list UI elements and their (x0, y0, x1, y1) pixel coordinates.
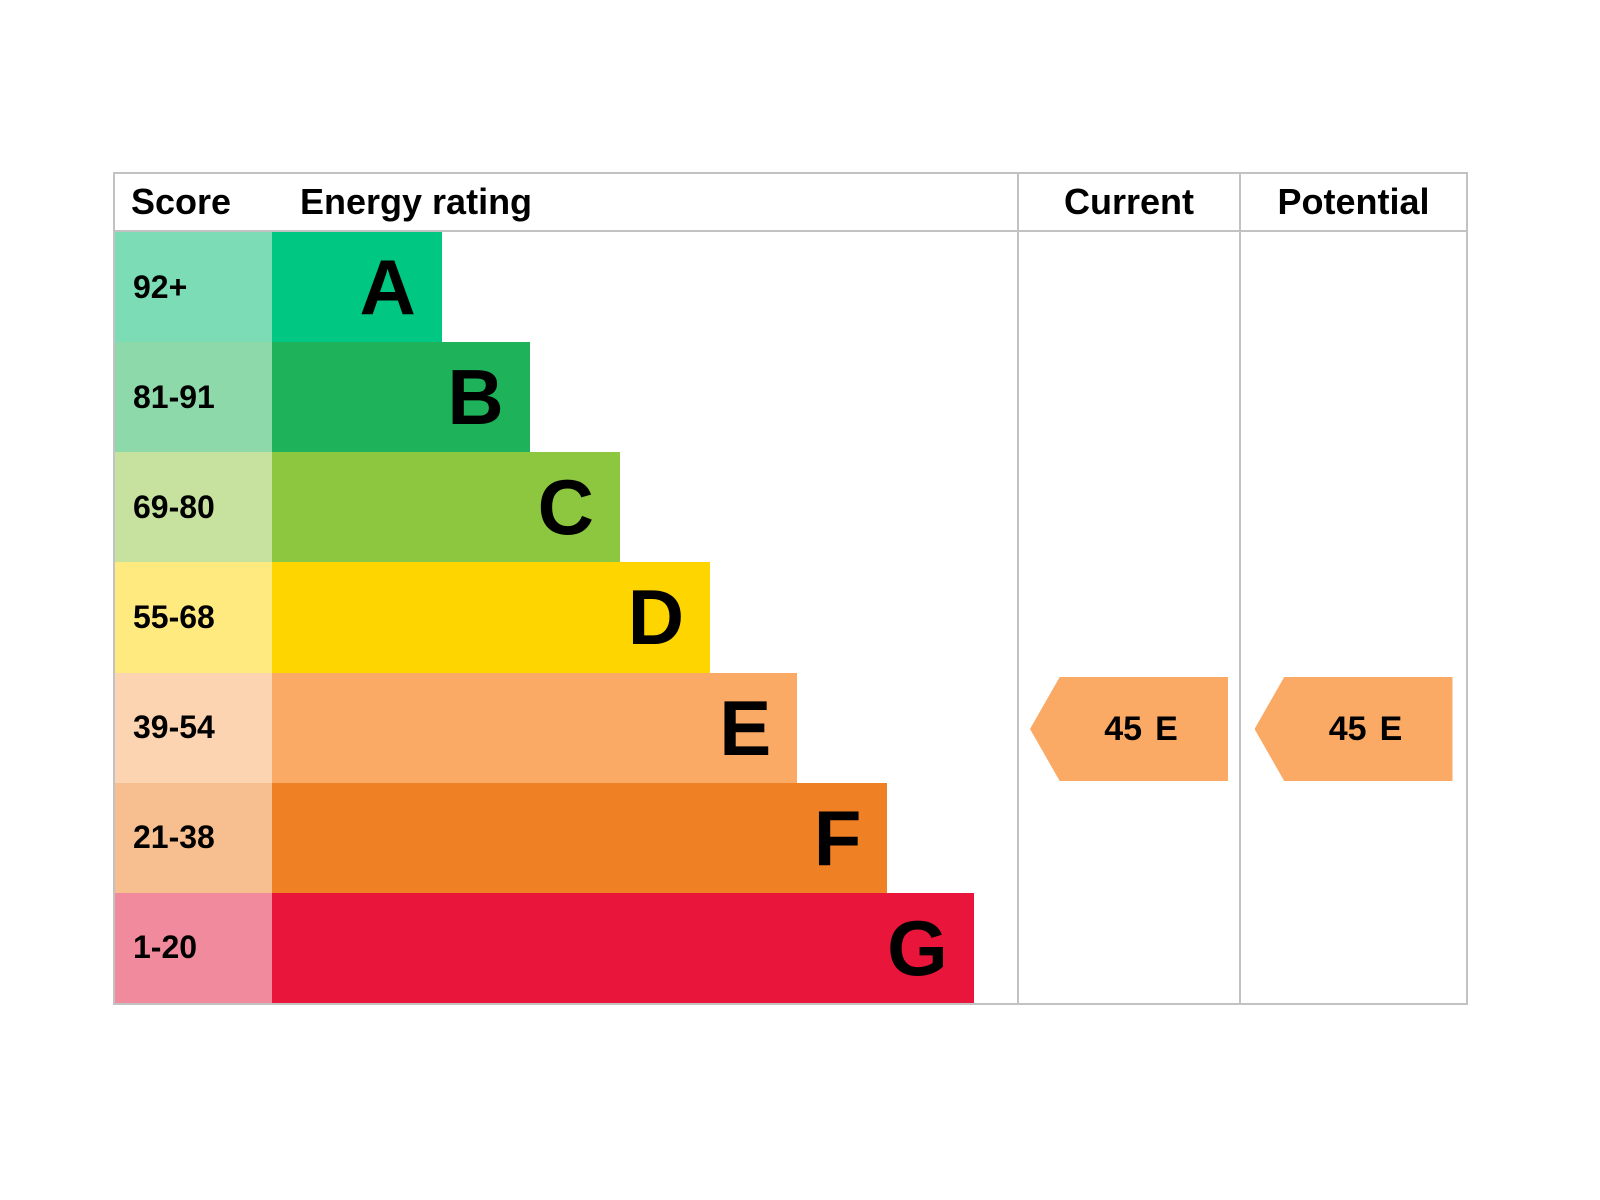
band-row: 55-68 D (115, 562, 1017, 673)
band-score-cell: 1-20 (115, 892, 272, 1003)
band-row: 81-91 B (115, 342, 1017, 453)
band-score-cell: 69-80 (115, 452, 272, 563)
band-energy-area: D (272, 562, 1017, 673)
bands: 92+ A 81-91 B 69-80 C 55-68 D (115, 232, 1017, 1003)
band-bar: F (272, 782, 888, 893)
score-column-header: Score (131, 181, 232, 222)
band-letter: B (447, 353, 504, 442)
band-letter: A (359, 243, 416, 332)
band-bar: C (272, 452, 620, 563)
band-score-cell: 81-91 (115, 342, 272, 453)
band-letter: F (813, 793, 862, 882)
band-energy-area: A (272, 232, 1017, 343)
potential-column: Potential 45 E (1239, 174, 1466, 1003)
current-column-header: Current (1019, 174, 1239, 232)
epc-rating-chart: Score Energy rating 92+ A 81-91 B 69-80 … (113, 172, 1468, 1005)
band-row: 1-20 G (115, 892, 1017, 1003)
band-bar: G (272, 892, 974, 1003)
band-letter: G (887, 903, 948, 992)
potential-rating-letter: E (1379, 709, 1403, 748)
current-rating-arrow: 45 E (1030, 677, 1228, 781)
current-score-value: 45 (1104, 709, 1143, 748)
left-header-row: Score Energy rating (115, 174, 1017, 232)
band-score-cell: 21-38 (115, 782, 272, 893)
potential-rating-arrow: 45 E (1254, 677, 1453, 781)
band-energy-area: F (272, 782, 1017, 893)
band-letter: C (537, 463, 594, 552)
band-row: 69-80 C (115, 452, 1017, 563)
band-bar: A (272, 232, 442, 343)
band-score-cell: 55-68 (115, 562, 272, 673)
band-energy-area: G (272, 892, 1017, 1003)
band-bar: D (272, 562, 711, 673)
band-score-cell: 92+ (115, 232, 272, 343)
band-letter: D (627, 573, 685, 662)
potential-column-header: Potential (1241, 174, 1466, 232)
band-bar: E (272, 672, 798, 783)
band-row: 39-54 E (115, 672, 1017, 783)
rating-scale-section: Score Energy rating 92+ A 81-91 B 69-80 … (115, 174, 1017, 1003)
band-bar: B (272, 342, 530, 453)
band-row: 21-38 F (115, 782, 1017, 893)
band-score-cell: 39-54 (115, 672, 272, 783)
band-energy-area: C (272, 452, 1017, 563)
band-energy-area: E (272, 672, 1017, 783)
potential-score-value: 45 (1328, 709, 1367, 748)
current-rating-letter: E (1155, 709, 1178, 748)
band-letter: E (719, 683, 772, 772)
band-energy-area: B (272, 342, 1017, 453)
energy-rating-column-header: Energy rating (300, 181, 533, 222)
band-row: 92+ A (115, 232, 1017, 343)
current-column: Current 45 E (1017, 174, 1239, 1003)
